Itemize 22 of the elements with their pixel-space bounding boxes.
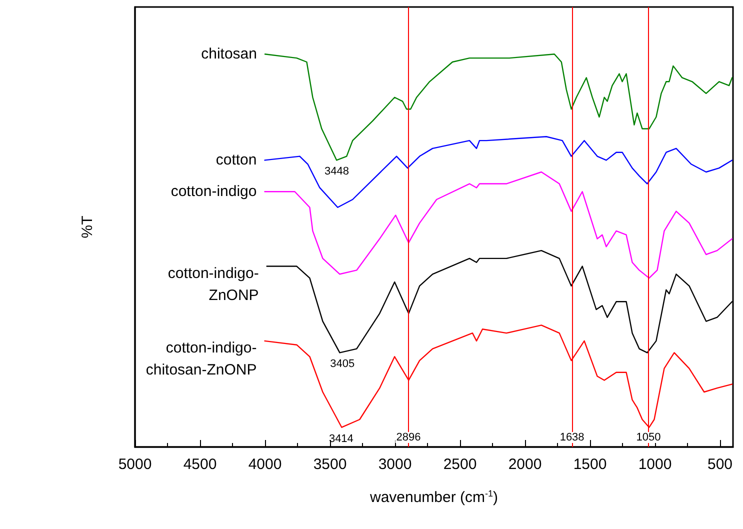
x-tick-label: 3000 xyxy=(378,456,412,473)
ref-line-label: 2896 xyxy=(396,432,421,444)
x-tick-label: 5000 xyxy=(118,456,152,473)
x-tick-label: 1500 xyxy=(573,456,607,473)
x-tick-label: 4000 xyxy=(248,456,282,473)
annotation: 3414 xyxy=(328,432,354,445)
series-label: cotton-indigo-chitosan-ZnONP xyxy=(146,339,257,378)
ref-line-label: 1050 xyxy=(636,432,661,444)
ref-line-label: 1638 xyxy=(560,432,584,444)
series-label: chitosan xyxy=(201,46,257,63)
x-tick-label: 500 xyxy=(707,456,733,473)
annotation: 3448 xyxy=(324,166,349,178)
series-label: cotton-indigo xyxy=(170,183,257,200)
y-axis-title: %T xyxy=(79,216,96,238)
x-tick-label: 2000 xyxy=(508,456,542,473)
annotation: 3405 xyxy=(330,358,355,370)
series-label: cotton-indigo-ZnONP xyxy=(168,264,259,304)
series-label: cotton xyxy=(216,152,257,169)
x-tick-label: 3500 xyxy=(313,456,347,473)
x-tick-label: 2500 xyxy=(443,456,477,473)
x-tick-label: 1000 xyxy=(638,456,672,473)
x-tick-label: 4500 xyxy=(183,456,217,473)
